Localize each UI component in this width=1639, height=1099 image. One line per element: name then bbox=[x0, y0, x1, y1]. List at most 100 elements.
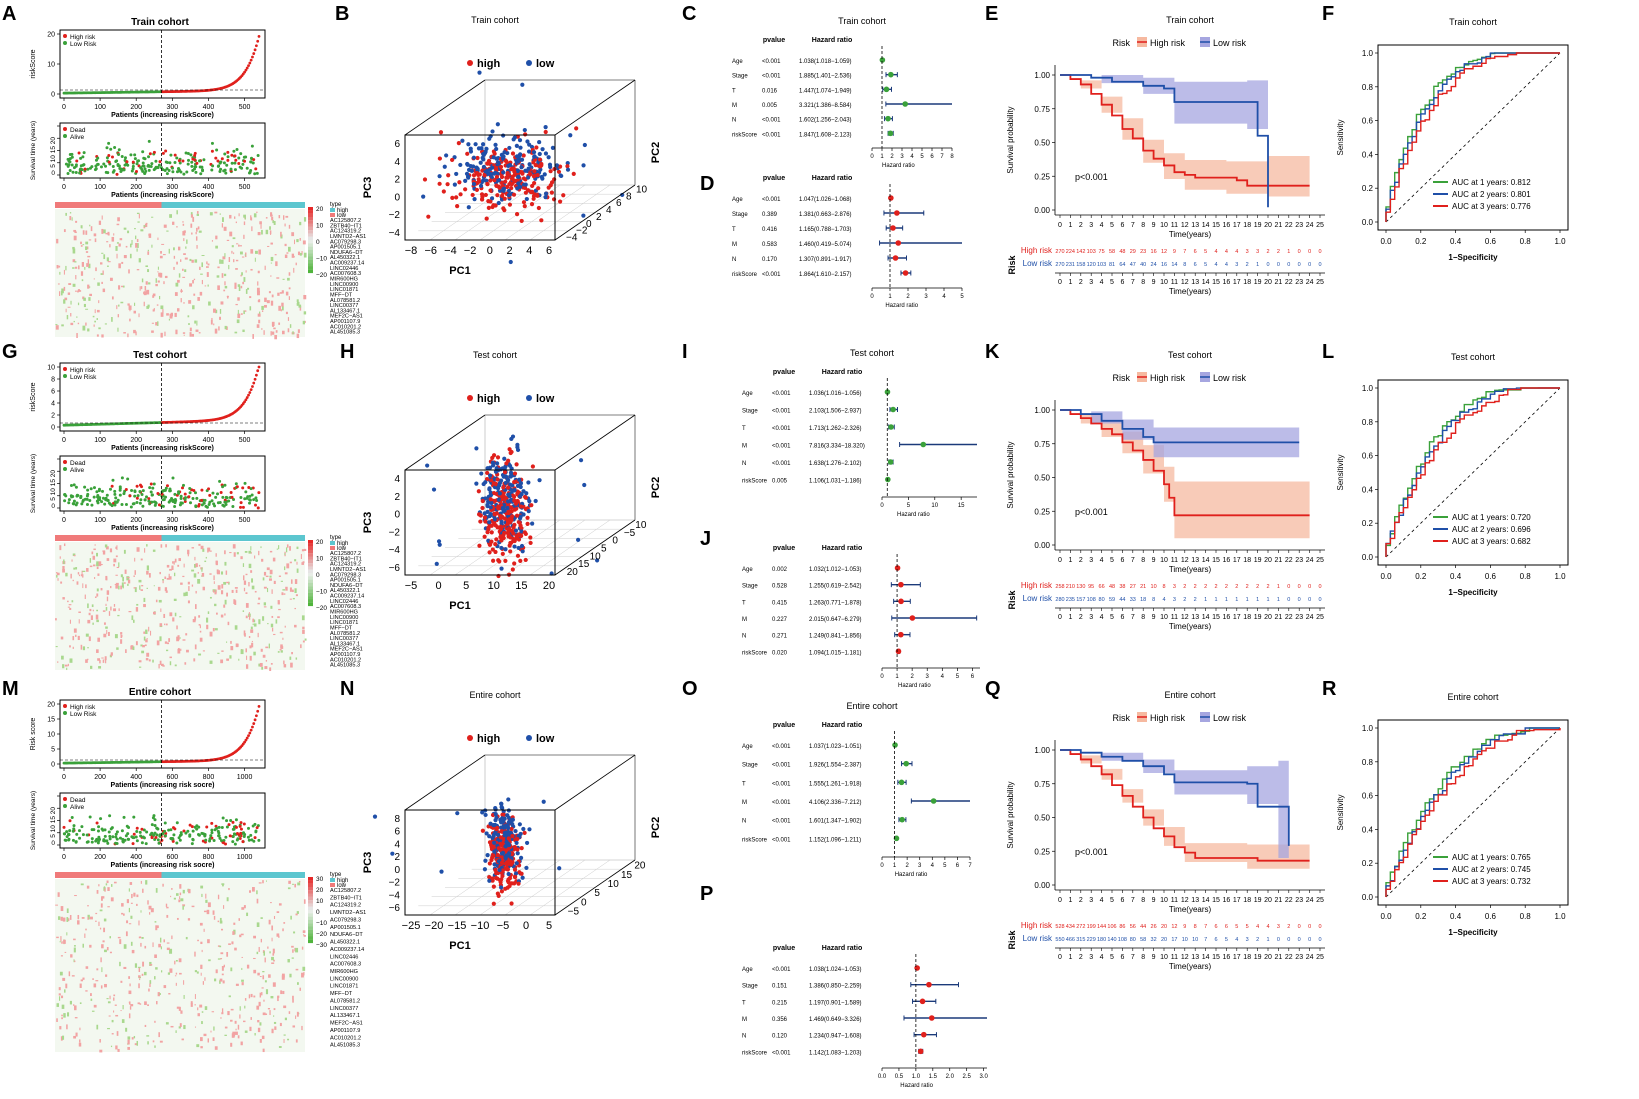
heatmap-cell bbox=[204, 1006, 208, 1010]
alive-point bbox=[255, 171, 259, 175]
alive-point bbox=[114, 496, 118, 500]
heatmap-cell bbox=[59, 556, 61, 559]
pca-low-point bbox=[496, 200, 501, 206]
heatmap-cell bbox=[182, 268, 184, 271]
heatmap-cell bbox=[96, 890, 99, 894]
pca-high-point bbox=[533, 163, 538, 168]
panel-letter-o: O bbox=[682, 678, 698, 700]
dead-point bbox=[254, 167, 258, 171]
heatmap-cell bbox=[130, 941, 133, 946]
pca-x-tick: 10 bbox=[488, 580, 500, 592]
pca-low-point bbox=[517, 822, 522, 827]
forest-x-tick: 4 bbox=[910, 154, 914, 160]
heatmap-cell bbox=[261, 992, 263, 996]
pca-x-tick: −25 bbox=[402, 920, 421, 932]
heatmap-cell bbox=[200, 972, 202, 976]
colorbar-tick: 10 bbox=[316, 223, 324, 230]
heatmap-cell bbox=[75, 634, 77, 637]
heatmap-cell bbox=[250, 215, 252, 221]
dead-point bbox=[205, 825, 209, 829]
heatmap-cell bbox=[143, 971, 147, 976]
heatmap-cell bbox=[101, 215, 103, 220]
pca-low-point bbox=[550, 145, 556, 150]
alive-point bbox=[190, 842, 194, 846]
heatmap-cell bbox=[250, 268, 253, 271]
pca-high-point bbox=[499, 889, 505, 894]
heatmap-cell bbox=[230, 967, 233, 972]
heatmap-cell bbox=[152, 549, 156, 552]
alive-point bbox=[181, 483, 185, 487]
alive-point bbox=[248, 498, 252, 502]
heatmap-cell bbox=[160, 305, 164, 310]
pca-high-point bbox=[477, 172, 482, 177]
high-risk-point bbox=[257, 365, 261, 369]
km-y-tick: 0.00 bbox=[1034, 206, 1050, 215]
pca-low-point bbox=[515, 159, 521, 164]
heatmap-cell bbox=[250, 1017, 252, 1020]
heatmap-cell bbox=[235, 1028, 237, 1031]
heatmap-cell bbox=[86, 885, 90, 889]
forest-x-tick: 7 bbox=[968, 863, 972, 869]
heatmap-cell bbox=[96, 561, 99, 567]
heatmap-cell bbox=[69, 914, 72, 920]
heatmap-cell bbox=[63, 286, 66, 291]
pca-low-point bbox=[494, 146, 499, 152]
heatmap-cell bbox=[260, 917, 263, 919]
heatmap-cell bbox=[128, 888, 130, 892]
pca-legend-low-marker bbox=[526, 395, 532, 401]
heatmap-cell bbox=[272, 953, 275, 956]
pca-outlier-point bbox=[439, 869, 444, 874]
pca-high-point bbox=[438, 130, 444, 135]
heatmap-cell bbox=[111, 1019, 114, 1023]
forest-hr-text: 1.165(0.788−1.703) bbox=[799, 227, 852, 233]
pca-low-point bbox=[458, 162, 463, 168]
heatmap-cell bbox=[77, 302, 80, 306]
heatmap-cell bbox=[221, 973, 224, 976]
colorbar-segment bbox=[308, 576, 313, 580]
alive-point bbox=[97, 489, 101, 493]
heatmap-cell bbox=[284, 553, 286, 555]
pca-outlier-point bbox=[431, 487, 437, 492]
heatmap-cell bbox=[147, 304, 150, 308]
legend-dead-marker bbox=[63, 460, 67, 464]
alive-point bbox=[147, 139, 151, 143]
forest-x-tick: 8 bbox=[950, 154, 954, 160]
forest-pvalue: <0.001 bbox=[762, 59, 781, 65]
pca-high-point bbox=[507, 876, 513, 881]
heatmap-cell bbox=[139, 978, 141, 981]
dead-point bbox=[158, 160, 162, 164]
heatmap-cell bbox=[77, 322, 80, 325]
pca-high-point bbox=[495, 825, 500, 831]
cube-edge bbox=[554, 414, 636, 471]
heatmap-cell bbox=[269, 667, 272, 672]
heatmap-cell bbox=[177, 279, 180, 283]
x-tick-label: 400 bbox=[130, 774, 142, 781]
alive-point bbox=[114, 841, 118, 845]
panel-title: Entire cohort bbox=[469, 690, 521, 700]
pca-high-point bbox=[507, 543, 512, 548]
heatmap-cell bbox=[271, 294, 274, 298]
pca-high-point bbox=[490, 876, 495, 881]
pca-z-label: PC3 bbox=[362, 512, 374, 533]
forest-estimate bbox=[919, 998, 926, 1005]
heatmap-cell bbox=[233, 252, 235, 255]
heatmap-cell bbox=[199, 1004, 203, 1008]
heatmap-cell bbox=[113, 608, 117, 612]
heatmap-cell bbox=[116, 305, 118, 310]
forest-hr-text: 1.601(1.347−1.902) bbox=[809, 819, 862, 825]
heatmap-cell bbox=[63, 559, 65, 565]
alive-point bbox=[118, 488, 122, 492]
pca-high-point bbox=[501, 206, 506, 211]
colorbar-segment bbox=[308, 263, 313, 267]
forest-hr-text: 1.037(1.023−1.051) bbox=[809, 744, 862, 750]
heatmap-cell bbox=[158, 943, 161, 948]
colorbar-segment bbox=[308, 929, 313, 934]
heatmap-cell bbox=[220, 958, 223, 960]
x-tick-label: 200 bbox=[94, 774, 106, 781]
heatmap-cell bbox=[70, 300, 72, 305]
panel-title: Train cohort bbox=[471, 15, 519, 25]
heatmap-cell bbox=[274, 1026, 277, 1030]
pca-low-point bbox=[495, 461, 500, 466]
forest-pvalue: <0.001 bbox=[762, 272, 781, 278]
heatmap-cell bbox=[296, 299, 299, 303]
